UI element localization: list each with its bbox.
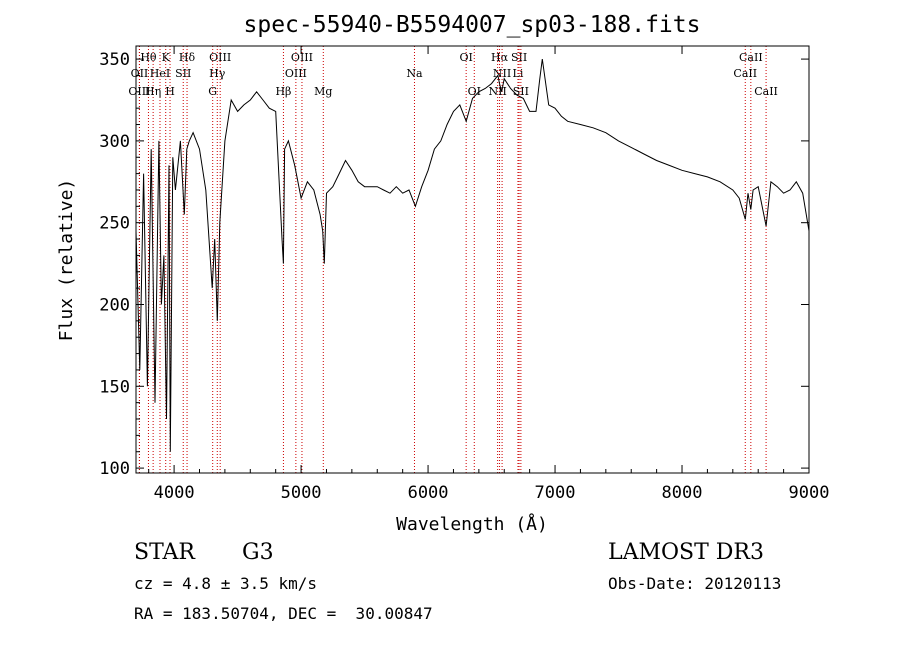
marker-label-13: OIII (285, 67, 307, 80)
y-tick-label: 250 (99, 214, 130, 234)
marker-label-11: G (208, 85, 217, 98)
marker-label-15: Mg (314, 85, 332, 98)
marker-label-0: Hθ (140, 51, 157, 64)
object-class: STAR (134, 540, 195, 565)
y-tick-label: 350 (99, 50, 130, 70)
x-tick-label: 7000 (535, 483, 576, 503)
marker-label-18: OI (468, 85, 481, 98)
x-tick-label: 9000 (789, 483, 830, 503)
survey-name: LAMOST DR3 (608, 540, 764, 565)
marker-label-17: OI (459, 51, 472, 64)
x-tick-label: 8000 (662, 483, 703, 503)
spectrum-line (135, 59, 810, 452)
redshift-velocity: cz = 4.8 ± 3.5 km/s (134, 574, 318, 593)
y-tick-label: 100 (99, 459, 130, 479)
marker-label-7: H (165, 85, 175, 98)
subclass: G3 (242, 540, 274, 565)
y-tick-label: 200 (99, 295, 130, 315)
x-tick-label: 5000 (281, 483, 322, 503)
marker-label-10: Hγ (209, 67, 226, 80)
marker-label-16: Na (406, 67, 423, 80)
y-axis-label: Flux (relative) (56, 179, 77, 342)
y-tick-label: 150 (99, 377, 130, 397)
marker-label-25: CaII (739, 51, 763, 64)
marker-label-22: Li (513, 67, 524, 80)
marker-label-4: Hη (145, 85, 161, 98)
marker-label-20: SII (511, 51, 527, 64)
marker-label-6: SII (175, 67, 191, 80)
marker-label-5: K (162, 51, 171, 64)
y-tick-label: 300 (99, 132, 130, 152)
plot-frame (135, 45, 810, 474)
marker-label-19: Hα (491, 51, 509, 64)
axes: 4000 5000 6000 7000 8000 9000 100 150 200 250 300 3… (99, 46, 829, 503)
marker-label-24: SII (513, 85, 529, 98)
marker-label-8: Hδ (179, 51, 196, 64)
marker-label-26: CaII (733, 67, 757, 80)
chart-title: spec-55940-B5594007_sp03-188.fits (244, 12, 701, 38)
marker-label-3: HeI (150, 67, 170, 80)
x-tick-label: 6000 (408, 483, 449, 503)
marker-label-14: Hβ (275, 85, 291, 98)
x-tick-label: 4000 (154, 483, 195, 503)
coordinates: RA = 183.50704, DEC = 30.00847 (134, 604, 433, 623)
x-axis-label: Wavelength (Å) (396, 513, 548, 535)
observation-date: Obs-Date: 20120113 (608, 574, 782, 593)
marker-label-12: OIII (291, 51, 313, 64)
marker-label-23: NII (488, 85, 506, 98)
marker-label-27: CaII (754, 85, 778, 98)
marker-label-9: OIII (209, 51, 231, 64)
